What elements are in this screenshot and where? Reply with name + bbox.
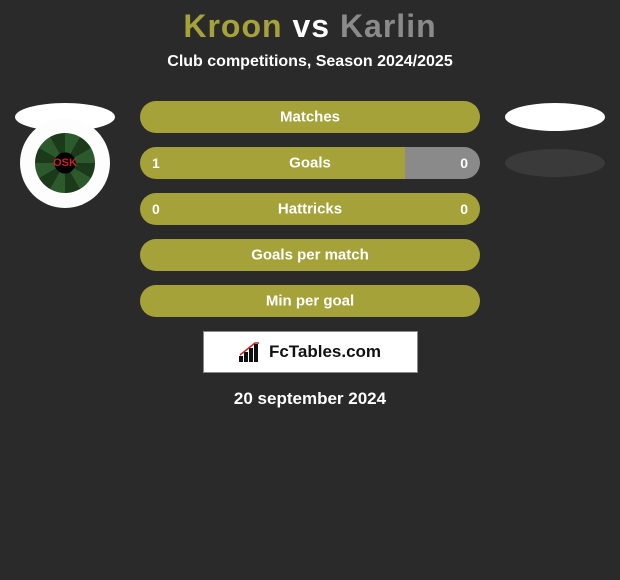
team-badge-left (20, 118, 110, 208)
brand-box[interactable]: FcTables.com (203, 331, 418, 373)
comparison-widget: Kroon vs Karlin Club competitions, Seaso… (0, 0, 620, 409)
fctables-logo-icon (239, 342, 263, 362)
vs-text: vs (292, 8, 330, 44)
bar-label-goals: Goals (289, 155, 331, 172)
date-text: 20 september 2024 (0, 389, 620, 409)
bar-hattricks: 0 Hattricks 0 (140, 193, 480, 225)
team-badge-osk-icon (35, 133, 95, 193)
page-title: Kroon vs Karlin (0, 8, 620, 45)
right-oval-0 (505, 103, 605, 131)
bar-gpm: Goals per match (140, 239, 480, 271)
stat-row-mpg: Min per goal (0, 285, 620, 317)
subtitle: Club competitions, Season 2024/2025 (0, 53, 620, 71)
bar-label-gpm: Goals per match (251, 247, 369, 264)
bar-label-hattricks: Hattricks (278, 201, 342, 218)
player1-name: Kroon (183, 8, 282, 44)
bar-goals: 1 Goals 0 (140, 147, 480, 179)
stat-row-gpm: Goals per match (0, 239, 620, 271)
stat-row-goals: 1 Goals 0 (0, 147, 620, 179)
bar-mpg: Min per goal (140, 285, 480, 317)
bar-value-right-hattricks: 0 (460, 201, 468, 217)
brand-text: FcTables.com (269, 342, 381, 362)
player2-name: Karlin (340, 8, 437, 44)
bar-label-mpg: Min per goal (266, 293, 354, 310)
bar-left-goals (140, 147, 405, 179)
bar-matches: Matches (140, 101, 480, 133)
bar-right-goals (405, 147, 480, 179)
bar-value-right-goals: 0 (460, 155, 468, 171)
bar-value-left-goals: 1 (152, 155, 160, 171)
bar-value-left-hattricks: 0 (152, 201, 160, 217)
bar-label-matches: Matches (280, 109, 340, 126)
right-oval-1 (505, 149, 605, 177)
